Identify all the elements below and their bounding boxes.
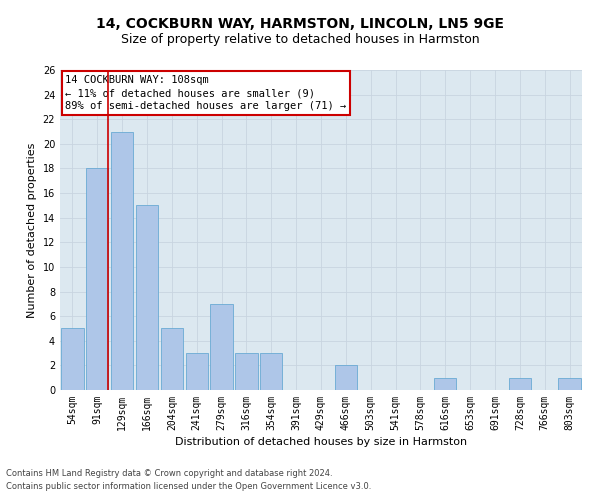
Bar (185, 353, 208, 390)
Text: Contains public sector information licensed under the Open Government Licence v3: Contains public sector information licen… (6, 482, 371, 491)
Bar (161, 328, 183, 390)
X-axis label: Distribution of detached houses by size in Harmston: Distribution of detached houses by size … (175, 437, 467, 447)
Text: 14, COCKBURN WAY, HARMSTON, LINCOLN, LN5 9GE: 14, COCKBURN WAY, HARMSTON, LINCOLN, LN5… (96, 18, 504, 32)
Bar (211, 304, 233, 390)
Bar (61, 328, 83, 390)
Bar (434, 378, 457, 390)
Bar (111, 132, 133, 390)
Y-axis label: Number of detached properties: Number of detached properties (27, 142, 37, 318)
Bar (559, 378, 581, 390)
Bar (260, 353, 283, 390)
Text: 14 COCKBURN WAY: 108sqm
← 11% of detached houses are smaller (9)
89% of semi-det: 14 COCKBURN WAY: 108sqm ← 11% of detache… (65, 75, 346, 111)
Bar (509, 378, 531, 390)
Text: Contains HM Land Registry data © Crown copyright and database right 2024.: Contains HM Land Registry data © Crown c… (6, 468, 332, 477)
Bar (86, 168, 109, 390)
Bar (335, 366, 357, 390)
Text: Size of property relative to detached houses in Harmston: Size of property relative to detached ho… (121, 32, 479, 46)
Bar (235, 353, 257, 390)
Bar (136, 206, 158, 390)
